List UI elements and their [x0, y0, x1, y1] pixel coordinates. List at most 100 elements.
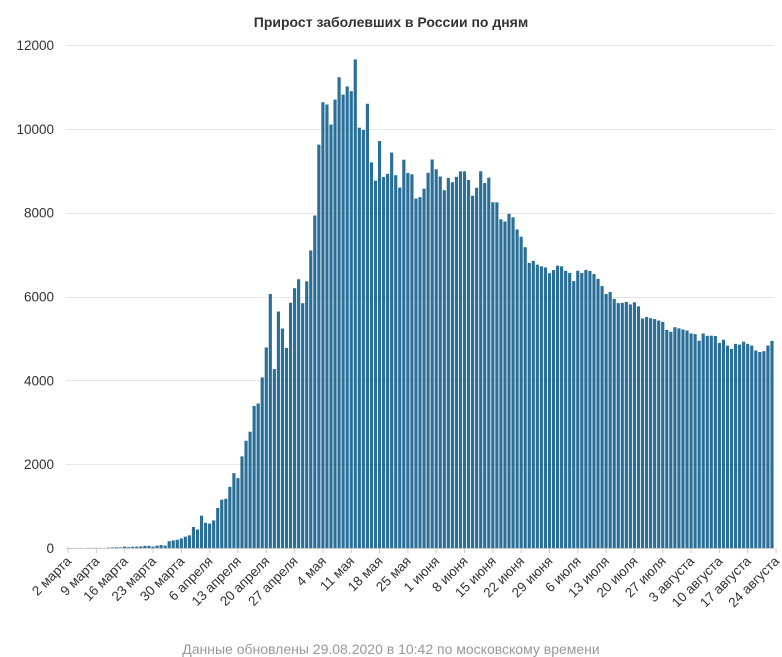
- bar: [588, 270, 592, 548]
- bar: [414, 198, 418, 548]
- bar: [438, 176, 442, 549]
- bar: [386, 173, 390, 548]
- bar: [475, 187, 479, 549]
- bar: [681, 329, 685, 548]
- bar: [313, 215, 317, 549]
- bar: [547, 273, 552, 548]
- bar: [309, 250, 313, 548]
- bar: [293, 288, 297, 548]
- bar: [640, 318, 645, 548]
- bar: [341, 94, 345, 548]
- bar: [644, 317, 649, 548]
- bar: [204, 522, 208, 548]
- bar: [649, 318, 653, 548]
- bar: [155, 545, 159, 548]
- bar: [580, 272, 584, 548]
- bar: [612, 299, 616, 548]
- bars: [66, 59, 774, 549]
- y-tick-label: 0: [46, 541, 54, 556]
- bar: [131, 546, 135, 548]
- bar: [171, 540, 175, 548]
- bar: [491, 202, 495, 548]
- bar: [523, 247, 527, 548]
- bar: [564, 270, 568, 548]
- bar: [503, 221, 507, 548]
- bar: [600, 286, 604, 548]
- bar: [430, 159, 434, 548]
- bar: [434, 169, 438, 548]
- bar: [256, 403, 260, 548]
- bar: [665, 329, 669, 548]
- bar: [272, 369, 276, 548]
- bar: [175, 539, 179, 548]
- bar: [159, 545, 163, 548]
- bar: [685, 330, 689, 548]
- bar: [487, 177, 491, 549]
- bar: [632, 302, 637, 548]
- bar: [288, 302, 293, 548]
- bar: [725, 345, 730, 548]
- bar: [721, 339, 726, 548]
- bar: [123, 546, 127, 548]
- bar: [701, 333, 705, 548]
- bar: [535, 264, 539, 548]
- bar: [394, 175, 398, 548]
- y-axis-ticks: 0 2000 4000 6000 8000 10000 12000: [16, 38, 54, 556]
- bar: [709, 335, 713, 548]
- bar: [454, 176, 458, 548]
- bar: [762, 351, 766, 548]
- bar: [276, 311, 280, 548]
- bar: [636, 306, 641, 548]
- bar: [555, 265, 560, 548]
- bar: [199, 515, 204, 548]
- bar: [208, 523, 212, 548]
- bar: [244, 440, 248, 548]
- bar: [539, 266, 543, 548]
- bar: [527, 262, 531, 548]
- bar: [551, 270, 556, 548]
- bar: [426, 172, 430, 548]
- bar: [382, 177, 386, 548]
- bar: [280, 328, 285, 548]
- bar: [377, 141, 382, 548]
- bar: [139, 546, 143, 548]
- bar: [333, 99, 337, 548]
- bar: [479, 171, 483, 549]
- bar: [365, 103, 369, 549]
- chart-title: Прирост заболевших в России по дням: [254, 14, 528, 30]
- bar: [240, 456, 244, 548]
- bar: [669, 331, 673, 548]
- bar: [151, 546, 155, 548]
- bar: [758, 352, 762, 548]
- bar: [183, 536, 187, 548]
- bar: [369, 162, 374, 548]
- bar: [770, 340, 774, 548]
- bar: [252, 405, 256, 548]
- y-tick-label: 2000: [24, 457, 54, 472]
- bar: [297, 279, 301, 548]
- bar: [195, 529, 200, 548]
- bar: [147, 545, 151, 548]
- bar: [179, 538, 183, 548]
- bar: [446, 177, 450, 548]
- bar: [604, 293, 608, 548]
- bar: [507, 213, 511, 548]
- bar: [495, 202, 499, 549]
- bar: [572, 281, 576, 548]
- bar: [733, 343, 738, 548]
- bar: [471, 195, 475, 549]
- bar: [325, 104, 329, 548]
- bar: [357, 127, 361, 548]
- bar: [657, 320, 661, 548]
- bar: [119, 547, 123, 548]
- bar: [592, 273, 596, 548]
- bar: [462, 171, 467, 548]
- bar: [677, 328, 681, 548]
- bar: [361, 129, 365, 549]
- bar: [402, 159, 406, 549]
- bar: [329, 124, 333, 548]
- bar: [693, 334, 697, 548]
- y-tick-label: 6000: [24, 290, 54, 305]
- bar: [653, 319, 657, 548]
